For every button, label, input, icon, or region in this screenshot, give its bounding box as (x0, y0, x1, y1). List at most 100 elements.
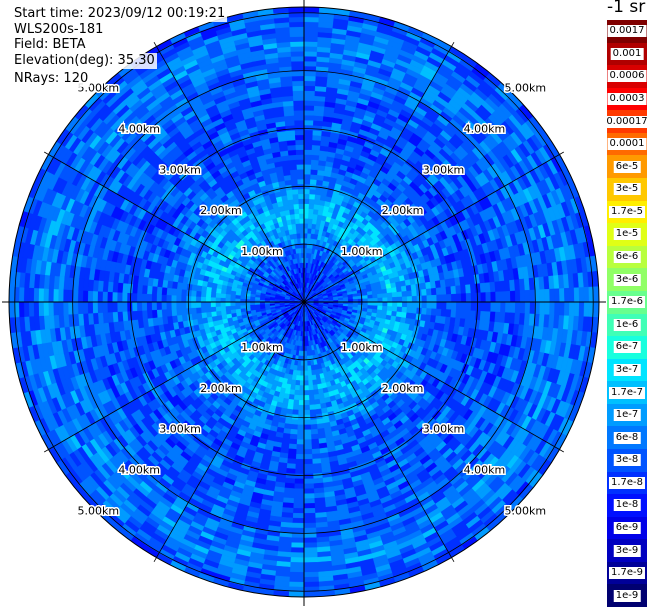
range-gate-cell (310, 164, 319, 171)
range-gate-cell (303, 51, 318, 57)
range-gate-cell (294, 483, 305, 490)
range-gate-cell (405, 312, 412, 320)
range-gate-cell (396, 286, 403, 293)
range-gate-cell (505, 290, 511, 303)
range-gate-cell (294, 473, 305, 480)
range-gate-cell (460, 310, 467, 320)
range-gate-cell (309, 188, 317, 195)
range-gate-cell (392, 296, 398, 303)
range-gate-cell (303, 55, 318, 62)
range-gate-cell (288, 394, 295, 401)
range-gate-cell (287, 398, 294, 405)
range-gate-cell (386, 292, 393, 298)
range-gate-cell (303, 576, 319, 583)
range-gate-cell (430, 308, 437, 317)
range-gate-cell (312, 134, 322, 141)
range-gate-cell (303, 95, 316, 101)
range-gate-cell (284, 477, 295, 484)
range-gate-cell (460, 293, 467, 303)
range-gate-cell (306, 360, 311, 367)
range-gate-cell (308, 384, 314, 391)
range-gate-cell (303, 85, 316, 92)
range-gate-cell (312, 463, 322, 470)
range-gate-cell (392, 301, 398, 308)
range-gate-cell (288, 443, 297, 450)
range-gate-cell (295, 375, 301, 381)
range-gate-cell (310, 424, 318, 430)
range-gate-cell (554, 301, 560, 316)
range-gate-cell (294, 384, 300, 391)
range-gate-cell (303, 527, 317, 534)
range-gate-cell (303, 75, 317, 82)
range-gate-cell (421, 288, 427, 297)
range-gate-cell (308, 399, 316, 406)
range-gate-cell (303, 213, 309, 219)
range-gate-cell (303, 119, 314, 126)
range-gate-cell (303, 169, 312, 175)
range-gate-cell (308, 394, 315, 401)
range-gate-cell (295, 449, 305, 455)
range-gate-cell (421, 301, 428, 309)
range-gate-cell (495, 291, 501, 303)
range-gate-cell (406, 307, 413, 314)
range-gate-cell (573, 287, 580, 303)
range-gate-cell (303, 571, 319, 578)
range-gate-cell (303, 399, 310, 406)
range-gate-cell (435, 308, 442, 317)
range-gate-cell (310, 169, 319, 176)
range-gate-cell (303, 390, 310, 396)
range-gate-cell (295, 454, 305, 460)
range-gate-cell (303, 517, 316, 524)
range-gate-cell (303, 36, 319, 42)
range-gate-cell (288, 591, 305, 597)
range-gate-cell (290, 424, 298, 430)
range-gate-cell (307, 365, 312, 371)
range-gate-cell (593, 301, 599, 318)
range-gate-cell (314, 194, 322, 201)
range-gate-cell (411, 307, 418, 315)
range-gate-cell (295, 458, 305, 465)
range-gate-cell (405, 284, 412, 292)
range-gate-cell (303, 134, 313, 141)
range-gate-cell (524, 301, 531, 315)
range-gate-cell (578, 287, 585, 303)
range-gate-cell (426, 308, 432, 316)
range-gate-cell (382, 297, 388, 303)
range-gate-cell (293, 498, 305, 504)
range-gate-cell (311, 149, 321, 156)
range-gate-cell (372, 301, 378, 307)
range-gate-cell (294, 478, 305, 485)
range-gate-cell (400, 285, 407, 292)
range-gate-cell (421, 295, 428, 303)
range-gate-cell (303, 409, 311, 416)
range-gate-cell (291, 522, 305, 529)
range-gate-cell (307, 380, 313, 386)
range-gate-cell (312, 468, 323, 475)
range-gate-cell (401, 290, 408, 298)
range-gate-cell (529, 289, 536, 303)
range-gate-cell (470, 301, 477, 312)
range-gate-cell (312, 125, 323, 132)
range-gate-cell (440, 286, 447, 296)
range-gate-cell (314, 403, 322, 410)
range-gate-cell (529, 301, 536, 315)
range-gate-cell (377, 297, 383, 303)
range-gate-cell (436, 301, 442, 310)
range-gate-cell (387, 301, 393, 307)
range-gate-cell (303, 429, 312, 435)
range-gate-cell (303, 483, 314, 490)
range-gate-cell (470, 310, 477, 321)
range-gate-cell (297, 419, 305, 426)
range-gate-cell (377, 301, 383, 307)
range-gate-cell (436, 294, 442, 303)
range-gate-cell (299, 380, 305, 386)
range-gate-cell (289, 566, 305, 573)
range-gate-cell (303, 434, 312, 440)
range-gate-cell (313, 203, 320, 210)
range-gate-cell (435, 287, 442, 296)
range-gate-cell (285, 468, 296, 475)
range-gate-cell (296, 429, 305, 435)
range-gate-cell (445, 286, 452, 295)
range-gate-cell (303, 198, 310, 205)
range-gate-cell (564, 287, 570, 303)
